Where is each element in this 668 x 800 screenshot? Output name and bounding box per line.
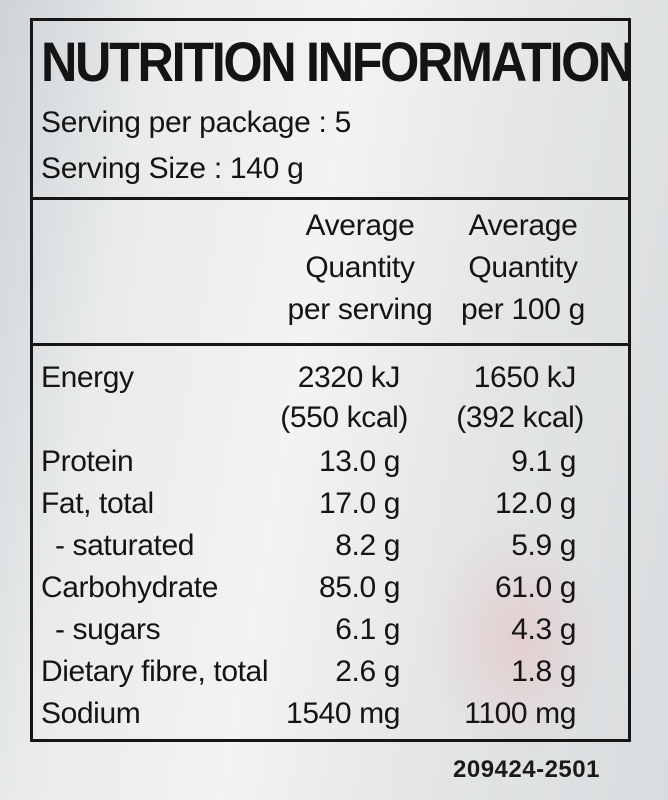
- column-header-line: Average: [468, 209, 578, 242]
- product-code: 209424-2501: [453, 756, 600, 783]
- nutrient-label: Carbohydrate: [41, 571, 218, 604]
- value-per-serving: 17.0 g: [318, 487, 400, 520]
- nutrient-row-dietary-fibre: Dietary fibre, total 2.6 g 1.8 g: [33, 651, 628, 693]
- column-header-per-100g: Average Quantity per 100 g: [433, 205, 613, 331]
- nutrient-label: Energy: [41, 361, 134, 394]
- value-per-serving: (550 kcal): [280, 401, 408, 434]
- nutrient-row-protein: Protein 13.0 g 9.1 g: [33, 441, 628, 483]
- nutrient-row-sugars: - sugars 6.1 g 4.3 g: [33, 609, 628, 651]
- nutrient-label: - sugars: [55, 613, 161, 646]
- value-per-serving: 8.2 g: [335, 529, 400, 562]
- nutrient-label: Fat, total: [41, 487, 154, 520]
- value-per-serving: 2.6 g: [335, 655, 400, 688]
- column-header-line: per serving: [287, 293, 433, 326]
- column-header-line: Quantity: [305, 251, 415, 284]
- value-per-100g: 61.0 g: [494, 571, 576, 604]
- column-header-line: per 100 g: [460, 293, 586, 326]
- value-per-serving: 13.0 g: [318, 445, 400, 478]
- nutrient-label: - saturated: [55, 529, 195, 562]
- column-header-line: Quantity: [468, 251, 578, 284]
- value-per-100g: (392 kcal): [456, 401, 584, 434]
- nutrient-row-fat: Fat, total 17.0 g 12.0 g: [33, 483, 628, 525]
- header-divider: [33, 197, 628, 200]
- value-per-serving: 2320 kJ: [297, 361, 401, 394]
- column-header-per-serving: Average Quantity per serving: [270, 205, 450, 331]
- value-per-serving: 1540 mg: [286, 697, 400, 730]
- nutrient-row-sodium: Sodium 1540 mg 1100 mg: [33, 693, 628, 735]
- value-per-100g: 9.1 g: [511, 445, 576, 478]
- value-per-100g: 1100 mg: [464, 697, 576, 730]
- value-per-100g: 1.8 g: [511, 655, 576, 688]
- nutrient-label: Sodium: [41, 697, 141, 730]
- value-per-serving: 6.1 g: [335, 613, 400, 646]
- column-header-line: Average: [305, 209, 415, 242]
- nutrient-row-saturated: - saturated 8.2 g 5.9 g: [33, 525, 628, 567]
- table-divider: [33, 343, 628, 346]
- nutrient-row-energy-kcal: (550 kcal) (392 kcal): [33, 397, 628, 439]
- nutrient-label: Dietary fibre, total: [41, 655, 269, 688]
- panel-title: NUTRITION INFORMATION: [41, 30, 634, 93]
- value-per-100g: 4.3 g: [511, 613, 576, 646]
- nutrition-panel: NUTRITION INFORMATION Serving per packag…: [30, 18, 634, 742]
- value-per-100g: 5.9 g: [511, 529, 576, 562]
- nutrient-row-energy: Energy 2320 kJ 1650 kJ: [33, 357, 628, 399]
- value-per-100g: 1650 kJ: [473, 361, 577, 394]
- nutrient-row-carbohydrate: Carbohydrate 85.0 g 61.0 g: [33, 567, 628, 609]
- value-per-serving: 85.0 g: [318, 571, 400, 604]
- servings-per-package: Serving per package : 5: [41, 106, 351, 139]
- value-per-100g: 12.0 g: [494, 487, 576, 520]
- nutrient-label: Protein: [41, 445, 134, 478]
- serving-size: Serving Size : 140 g: [41, 152, 304, 185]
